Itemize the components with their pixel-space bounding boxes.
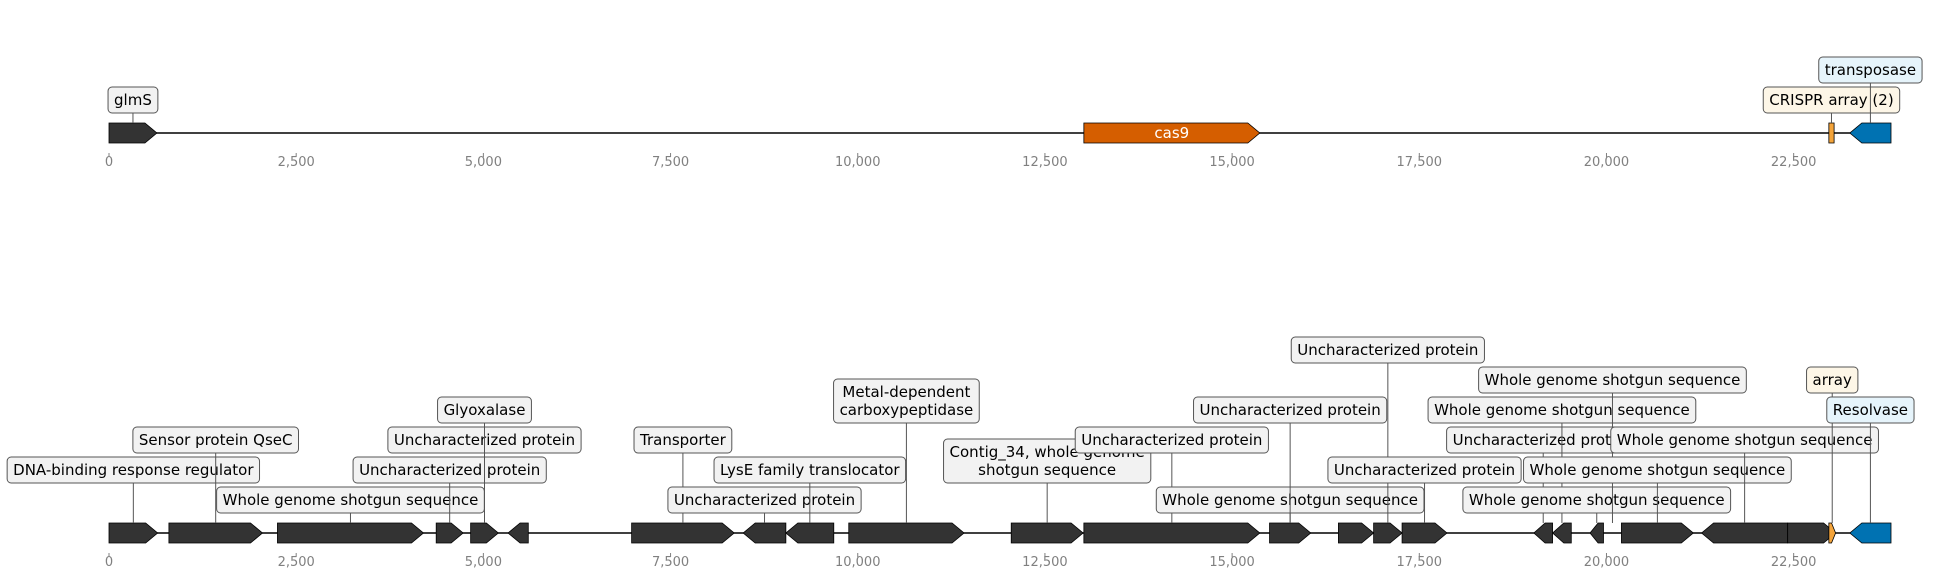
gene-label: transposase (1825, 61, 1916, 79)
label-box (1478, 366, 1747, 394)
gene-label: Whole genome shotgun sequence (1485, 371, 1741, 389)
gene-feature (1373, 522, 1403, 544)
gene-feature (1551, 522, 1572, 544)
axis-tick-label: 12,500 (1022, 155, 1068, 170)
axis-tick-label: 17,500 (1397, 555, 1443, 570)
gene-label: Whole genome shotgun sequence (1530, 461, 1786, 479)
label-box (1462, 486, 1732, 514)
label-box (352, 456, 547, 484)
gene-feature (742, 522, 787, 544)
gene-feature (435, 522, 464, 544)
gene-label: Uncharacterized protein (1200, 401, 1381, 419)
label-box (132, 426, 300, 454)
axis-tick-label: 22,500 (1771, 155, 1817, 170)
gene-label: glmS (114, 91, 152, 109)
axis-tick-label: 22,500 (1771, 555, 1817, 570)
axis-tick-label: 0 (105, 155, 113, 170)
label-box (1427, 396, 1697, 424)
label-box (1762, 86, 1901, 114)
gene-label: Uncharacterized protein (1081, 431, 1262, 449)
gene-feature (1533, 522, 1553, 544)
label-box (1074, 426, 1269, 454)
label-box (1327, 456, 1522, 484)
label-box (633, 426, 733, 454)
gene-feature (1828, 122, 1835, 144)
label-box (1523, 456, 1792, 484)
gene-feature (108, 122, 158, 144)
gene-feature (1849, 522, 1892, 544)
axis-tick-label: 5,000 (465, 155, 502, 170)
gene-label: Transporter (639, 431, 727, 449)
label-box (667, 486, 862, 514)
label-box (833, 378, 980, 424)
gene-feature (277, 522, 425, 544)
gene-label: Whole genome shotgun sequence (1434, 401, 1690, 419)
gene-feature (1621, 522, 1694, 544)
label-box (437, 396, 532, 424)
gene-label: Sensor protein QseC (139, 431, 293, 449)
gene-feature (1700, 522, 1789, 544)
axis-tick-label: 2,500 (278, 155, 315, 170)
gene-label: Whole genome shotgun sequence (1617, 431, 1873, 449)
gene-label: Whole genome shotgun sequence (223, 491, 479, 509)
axis-tick-label: 20,000 (1584, 155, 1630, 170)
gene-label: Uncharacterized protein (1453, 431, 1634, 449)
label-box (1290, 336, 1485, 364)
gene-feature (1828, 522, 1837, 544)
gene-label: Uncharacterized protein (1297, 341, 1478, 359)
gene-label: LysE family translocator (720, 461, 900, 479)
gene-feature (470, 522, 499, 544)
gene-label: DNA-binding response regulator (13, 461, 254, 479)
gene-feature (1401, 522, 1448, 544)
axis-tick-label: 10,000 (835, 555, 881, 570)
gene-feature (1589, 522, 1604, 544)
axis-tick-label: 15,000 (1209, 155, 1255, 170)
gene-label: CRISPR array (2) (1769, 91, 1893, 109)
gene-feature (1083, 122, 1261, 144)
gene-feature (168, 522, 264, 544)
label-box (1610, 426, 1879, 454)
gene-feature (1787, 522, 1837, 544)
axis-tick-label: 5,000 (465, 555, 502, 570)
bottom-track: 0 2,500 5,000 7,500 10,000 12,500 15,000 17,500… (6, 336, 1915, 570)
axis-tick-label: 7,500 (652, 155, 689, 170)
gene-feature (631, 522, 735, 544)
gene-label: Uncharacterized protein (1334, 461, 1515, 479)
label-box (713, 456, 907, 484)
axis-tick-label: 12,500 (1022, 555, 1068, 570)
gene-feature (108, 522, 159, 544)
gene-feature (785, 522, 835, 544)
gene-label: Metal-dependent carboxypeptidase (840, 383, 974, 419)
axis-tick-label: 20,000 (1584, 555, 1630, 570)
label-box (1193, 396, 1388, 424)
axis-tick-label: 10,000 (835, 155, 881, 170)
gene-feature (1849, 122, 1892, 144)
axis-tick-label: 2,500 (278, 555, 315, 570)
gene-feature (1083, 522, 1261, 544)
label-box (6, 456, 261, 484)
gene-inner-label: cas9 (1154, 124, 1189, 142)
gene-label: Uncharacterized protein (359, 461, 540, 479)
axis-tick-label: 17,500 (1397, 155, 1443, 170)
label-box (1806, 366, 1859, 394)
gene-feature (1338, 522, 1375, 544)
gene-feature (1269, 522, 1312, 544)
gene-label: array (1813, 371, 1852, 389)
label-box (107, 86, 159, 114)
gene-label: Glyoxalase (444, 401, 526, 419)
axis-tick-label: 0 (105, 555, 113, 570)
gene-label: Whole genome shotgun sequence (1469, 491, 1725, 509)
top-track: 0 2,500 5,000 7,500 10,000 12,500 15,000 17,500… (105, 56, 1923, 170)
gene-label: Uncharacterized protein (674, 491, 855, 509)
label-box (1818, 56, 1923, 84)
gene-feature (507, 522, 529, 544)
label-box (1826, 396, 1915, 424)
axis-tick-label: 7,500 (652, 555, 689, 570)
axis-tick-label: 15,000 (1209, 555, 1255, 570)
gene-feature (1010, 522, 1084, 544)
gene-label: Resolvase (1833, 401, 1908, 419)
gene-feature (848, 522, 965, 544)
